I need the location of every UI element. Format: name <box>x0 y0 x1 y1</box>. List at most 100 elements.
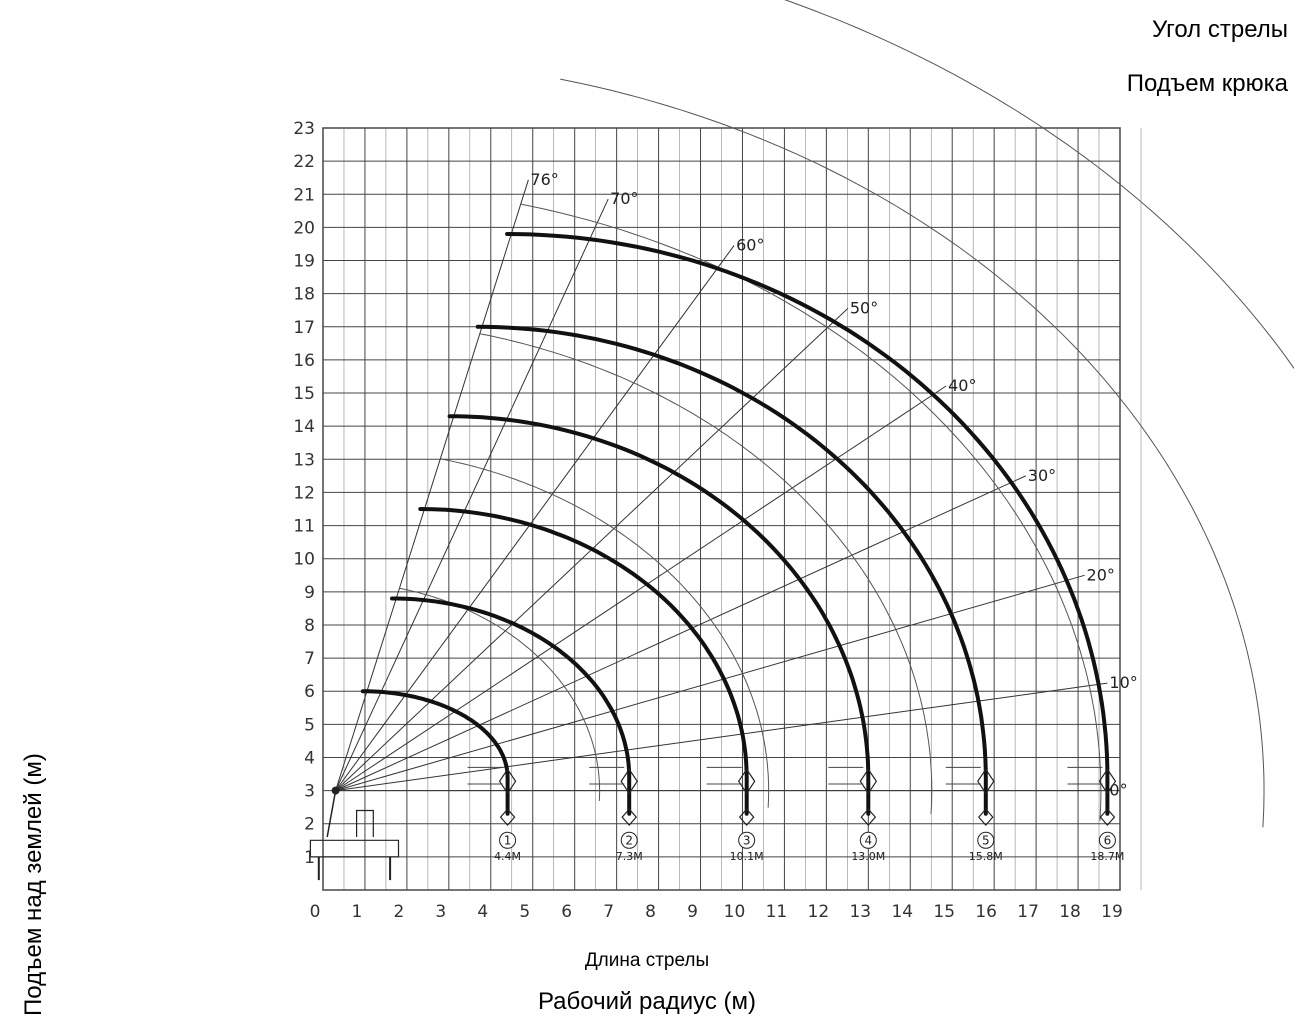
x-tick-label: 18 <box>1059 902 1081 922</box>
hook-symbol <box>1098 768 1117 795</box>
legend-angle-label: Угол стрелы <box>1151 16 1288 43</box>
y-tick-label: 6 <box>304 682 315 702</box>
y-tick-label: 22 <box>293 152 315 172</box>
y-tick-label: 12 <box>293 483 315 503</box>
hook-block <box>499 808 516 827</box>
angle-ray <box>335 385 947 792</box>
boom-tip-arc <box>399 587 601 802</box>
x-tick-label: 14 <box>891 902 913 922</box>
x-tick-label: 4 <box>477 902 488 922</box>
y-tick-label: 18 <box>293 285 315 305</box>
y-tick-label: 13 <box>293 450 315 470</box>
angle-ray <box>335 475 1027 792</box>
hook-curve <box>390 596 632 816</box>
hook-block <box>977 808 994 827</box>
y-tick-label: 5 <box>304 715 315 735</box>
hook-curve <box>418 507 749 816</box>
y-tick-label: 10 <box>293 550 315 570</box>
hook-block <box>738 808 755 827</box>
boom-tip-arcs <box>399 0 1294 828</box>
hook-curve <box>447 414 871 816</box>
boom-number: 3 <box>743 833 751 847</box>
y-tick-label: 17 <box>293 318 315 338</box>
boom-tip-arc <box>784 0 1294 370</box>
crane-outline <box>309 786 400 881</box>
y-tick-label: 4 <box>304 748 315 768</box>
boom-length-value: 7.3M <box>616 850 643 863</box>
angle-ray <box>335 574 1085 792</box>
boom-length-value: 18.7M <box>1090 850 1124 863</box>
y-tick-label: 20 <box>293 218 315 238</box>
x-tick-label: 17 <box>1017 902 1039 922</box>
x-tick-label: 3 <box>435 902 446 922</box>
boom-number-circle <box>738 831 756 849</box>
angle-label: 60° <box>736 235 764 254</box>
boom-length-value: 10.1M <box>730 850 764 863</box>
legend-hook-label: Подъем крюка <box>1126 70 1288 97</box>
x-axis-label: Рабочий радиус (м) <box>537 988 757 1015</box>
angle-label: 50° <box>850 298 878 317</box>
angle-label: 30° <box>1028 466 1056 485</box>
hook-symbol <box>859 768 878 795</box>
y-axis-label: Подъем над землей (м) <box>20 753 47 1016</box>
x-tick-label: 11 <box>766 902 788 922</box>
y-tick-label: 11 <box>293 517 315 537</box>
angle-label: 76° <box>530 170 558 189</box>
y-tick-label: 7 <box>304 649 315 669</box>
x-tick-label: 9 <box>687 902 698 922</box>
hook-height-curves <box>360 232 1117 827</box>
hook-symbol <box>620 768 638 795</box>
angle-label: 70° <box>610 189 638 208</box>
angle-ray <box>335 245 735 791</box>
y-tick-label: 16 <box>293 351 315 371</box>
boom-number-circle <box>859 831 877 849</box>
crane-legs <box>317 856 392 881</box>
angle-label: 0° <box>1109 781 1127 800</box>
y-tick-label: 21 <box>293 185 315 205</box>
crane-body <box>309 839 400 858</box>
chart-labels: 0° 10° 20° 30° 40° 50° 60° 70° 76° 1 4.4M 2 7.3M 3 10.… <box>494 170 1138 863</box>
y-tick-label: 1 <box>304 848 315 868</box>
y-tick-label: 2 <box>304 815 315 835</box>
hook-curve <box>360 689 510 816</box>
boom-number: 4 <box>864 833 872 847</box>
x-tick-label: 7 <box>603 902 614 922</box>
hook-block <box>1099 808 1116 827</box>
x-tick-label: 0 <box>310 902 321 922</box>
angle-ray <box>335 179 529 791</box>
y-tick-label: 19 <box>293 252 315 272</box>
x-tick-label: 5 <box>519 902 530 922</box>
x-tick-label: 19 <box>1101 902 1123 922</box>
boom-number: 2 <box>625 833 633 847</box>
boom-number: 1 <box>504 833 512 847</box>
boom-length-value: 13.0M <box>851 850 885 863</box>
axis-ticks: 0 1 2 3 4 5 6 7 8 9 10 11 12 13 14 15 16 17 18 191234567891… <box>293 119 1122 922</box>
boom-number: 6 <box>1104 833 1112 847</box>
boom-number-circle <box>1098 831 1116 849</box>
hook-symbol <box>737 768 756 795</box>
x-tick-label: 6 <box>561 902 572 922</box>
hook-block <box>860 808 877 827</box>
y-tick-label: 14 <box>293 417 315 437</box>
boom-length-label: Длина стрелы <box>584 950 710 971</box>
hook-curve <box>505 232 1110 816</box>
boom-number: 5 <box>982 833 990 847</box>
crane-seat <box>356 809 374 837</box>
y-tick-label: 23 <box>293 119 315 139</box>
boom-number-circle <box>499 831 517 849</box>
boom-number-circle <box>620 831 638 849</box>
y-tick-label: 3 <box>304 782 315 802</box>
hook-curve <box>475 324 988 816</box>
angle-label: 40° <box>948 376 976 395</box>
boom-pivot <box>331 786 340 795</box>
x-tick-label: 15 <box>933 902 955 922</box>
boom-length-value: 15.8M <box>969 850 1003 863</box>
x-tick-label: 12 <box>808 902 830 922</box>
hook-symbol <box>977 768 995 795</box>
boom-tip-arc <box>560 78 1265 828</box>
x-tick-label: 8 <box>645 902 656 922</box>
crane-column <box>326 790 337 838</box>
y-tick-label: 8 <box>304 616 315 636</box>
hook-symbol <box>498 768 517 795</box>
